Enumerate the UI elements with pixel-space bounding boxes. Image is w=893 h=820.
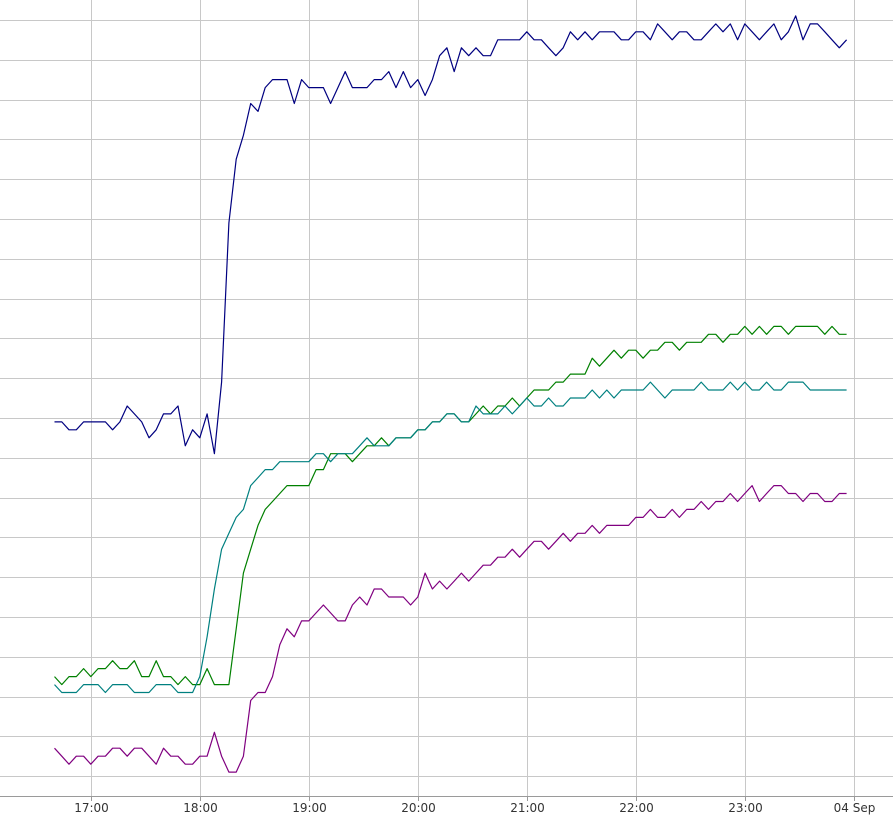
x-tick-label: 18:00 xyxy=(183,801,218,815)
x-tick-label: 21:00 xyxy=(510,801,545,815)
x-tick-label: 20:00 xyxy=(401,801,436,815)
x-axis: 17:00 18:00 19:00 20:00 21:00 22:00 23:00 04 Se… xyxy=(0,796,893,815)
series-line-3 xyxy=(54,381,847,694)
series-line-1 xyxy=(54,15,848,455)
x-tick-label: 17:00 xyxy=(74,801,109,815)
x-tick-label: 19:00 xyxy=(292,801,327,815)
x-tick-label: 23:00 xyxy=(728,801,763,815)
series-line-2 xyxy=(54,325,847,686)
series-lines xyxy=(54,15,848,773)
x-tick-label: 22:00 xyxy=(619,801,654,815)
series-line-4 xyxy=(54,485,847,773)
grid-lines xyxy=(0,0,893,796)
x-tick-label: 04 Sep xyxy=(834,801,876,815)
